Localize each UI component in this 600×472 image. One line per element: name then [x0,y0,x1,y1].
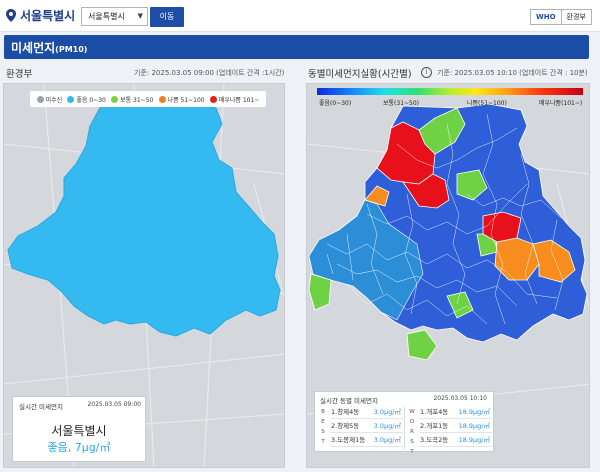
city-card-date: 2025.03.05 09:00 [87,401,141,408]
env-standard-button[interactable]: 환경부 [566,13,586,21]
legend-bad: 나쁨 51~100 [158,95,205,104]
legend-label: 매우나쁨 101~ [218,96,260,104]
legend-label: 보통 31~50 [120,96,154,104]
dong-value: 3.0μg/㎥ [373,422,401,430]
section-title-bar: 미세먼지(PM10) [4,35,589,59]
ranking-divider [404,407,405,449]
list-item[interactable]: 2.창제5동 3.0μg/㎥ [331,419,403,433]
info-icon[interactable]: i [421,67,432,78]
go-button[interactable]: 이동 [150,7,184,27]
legend-label: 미수신 [45,96,63,104]
very-bad-dot-icon [209,95,217,103]
top-bar: 서울특별시 서울특별시 ▼ 이동 WHO 환경부 [0,0,600,32]
good-dot-icon [67,95,75,103]
scale-label-very-bad: 매우나쁨(101~) [539,100,583,107]
seoul-region-shape[interactable] [7,101,281,337]
city-select-value: 서울특별시 [88,12,125,21]
section-title: 미세먼지(PM10) [11,39,87,56]
dong-name: 2.창제5동 [331,422,360,430]
standard-toggle: WHO 환경부 [530,9,592,25]
legend-good: 좋음 0~30 [67,95,106,104]
no-data-dot-icon [36,95,44,103]
map-pin-icon [6,9,16,22]
dong-value: 3.0μg/㎥ [373,408,401,416]
legend-label: 나쁨 51~100 [167,96,205,104]
city-card-heading: 실시간 미세먼지 [19,403,63,411]
dong-name: 2.개포1동 [420,422,449,430]
left-panel-title: 환경부 [6,69,33,80]
city-card-name: 서울특별시 [51,424,107,438]
city-card-value: 좋음, 7μg/㎥ [47,441,111,454]
dong-name: 1.창제4동 [331,408,360,416]
bad-dot-icon [158,95,166,103]
section-title-unit: (PM10) [55,45,88,54]
dong-district-map[interactable]: 좋음(0~30) 보통(31~50) 나쁨(51~100) 매우나쁨(101~)… [306,83,590,468]
scale-label-normal: 보통(31~50) [383,100,420,107]
dong-name: 3.도봉제1동 [331,436,366,444]
pm-legend: 미수신 좋음 0~30 보통 31~50 나쁨 51~100 매우나쁨 101~ [30,91,266,107]
dong-name: 3.도곡2동 [420,436,449,444]
ranking-heading: 실시간 동별 미세먼지 [320,397,378,405]
section-title-text: 미세먼지 [11,41,56,55]
scale-label-bad: 나쁨(51~100) [467,100,507,107]
dong-map-canvas [307,84,589,467]
ranking-date: 2025.03.05 10:10 [433,395,487,402]
seoul-district-map[interactable]: 미수신 좋음 0~30 보통 31~50 나쁨 51~100 매우나쁨 101~… [3,83,285,468]
list-item[interactable]: 2.개포1동 18.9μg/㎥ [420,419,492,433]
city-select[interactable]: 서울특별시 ▼ [81,7,148,26]
current-location: 서울특별시 [6,7,75,24]
normal-dot-icon [111,95,119,103]
dong-boundaries [326,113,564,325]
list-item[interactable]: 1.창제4동 3.0μg/㎥ [331,405,403,419]
left-panel-meta: 기준: 2025.03.05 09:00 (업데이트 간격 :1시간) [134,69,285,77]
who-standard-button[interactable]: WHO [531,10,562,24]
location-label: 서울특별시 [20,9,76,23]
dong-value: 3.0μg/㎥ [373,436,401,444]
list-item[interactable]: 3.도봉제1동 3.0μg/㎥ [331,433,403,447]
chevron-down-icon: ▼ [137,12,143,20]
realtime-city-card: 실시간 미세먼지 2025.03.05 09:00 서울특별시 좋음, 7μg/… [12,396,146,462]
dong-value: 18.9μg/㎥ [458,408,490,416]
dong-value: 18.9μg/㎥ [458,436,490,444]
list-item[interactable]: 1.개포4동 18.9μg/㎥ [420,405,492,419]
dong-name: 1.개포4동 [420,408,449,416]
list-item[interactable]: 3.도곡2동 18.9μg/㎥ [420,433,492,447]
legend-very-bad: 매우나쁨 101~ [209,95,260,104]
dong-value: 18.9μg/㎥ [458,422,490,430]
legend-normal: 보통 31~50 [111,95,153,104]
legend-label: 좋음 0~30 [76,96,106,104]
right-panel-title: 동별미세먼지실황(시간별) [308,69,412,80]
legend-no-data: 미수신 [36,95,63,104]
gradient-bar [317,88,583,95]
scale-label-good: 좋음(0~30) [319,100,352,107]
pm-gradient-legend: 좋음(0~30) 보통(31~50) 나쁨(51~100) 매우나쁨(101~) [317,88,583,110]
right-panel-meta: 기준: 2025.03.05 10:10 (업데이트 간격 : 10분) [437,69,588,77]
